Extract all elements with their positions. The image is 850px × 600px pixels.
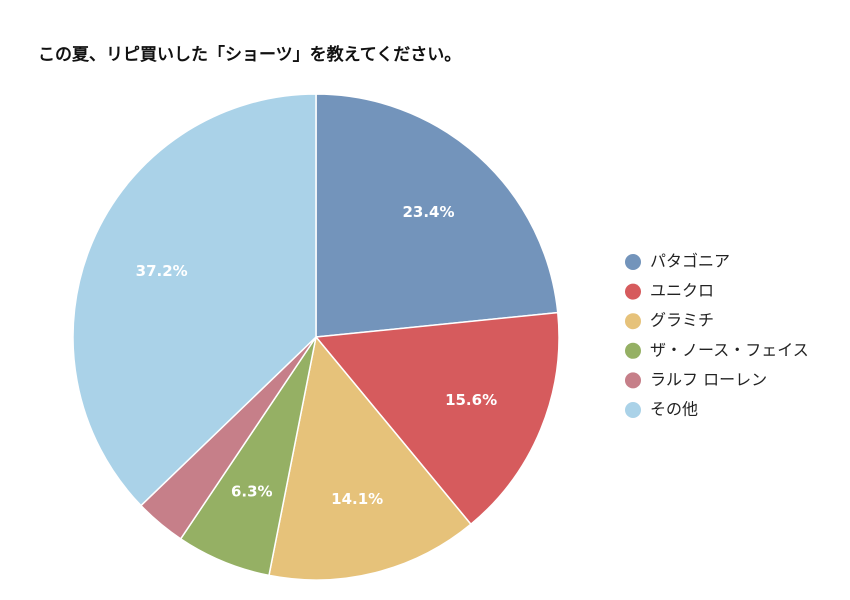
legend-swatch [625,283,641,300]
pie-slice-2 [314,311,560,526]
pie-slice-6 [72,93,317,507]
slice-labels: 23.4% 15.6% 14.1% 6.3% 37.2% [136,203,497,508]
legend-label: パタゴニア [650,252,730,271]
legend-item: グラミチ [625,311,714,330]
legend-label: その他 [650,400,698,419]
legend-swatch [625,313,641,330]
legend-item: ユニクロ [625,281,714,300]
legend-label: ユニクロ [650,281,714,300]
legend-swatch [625,342,641,359]
pie-slice-3 [268,335,472,581]
chart-title: この夏、リピ買いした「ショーツ」を教えてください。 [38,45,462,65]
legend-swatch [625,254,641,270]
legend-swatch [625,402,641,418]
pie-slices [72,93,560,581]
legend-label: ラルフ ローレン [650,370,767,389]
legend-item: ラルフ ローレン [625,370,767,389]
slice-data-label: 6.3% [231,482,273,500]
slice-data-label: 37.2% [136,262,188,280]
legend-item: パタゴニア [625,252,730,271]
slice-data-label: 14.1% [331,490,383,508]
legend-label: ザ・ノース・フェイス [650,340,809,359]
slice-data-label: 15.6% [445,391,497,409]
legend-swatch [625,372,641,389]
legend-item: ザ・ノース・フェイス [625,340,809,359]
pie-slice-1 [315,93,559,338]
slice-data-label: 23.4% [402,203,454,221]
legend-label: グラミチ [650,311,714,330]
legend-item: その他 [625,400,698,419]
